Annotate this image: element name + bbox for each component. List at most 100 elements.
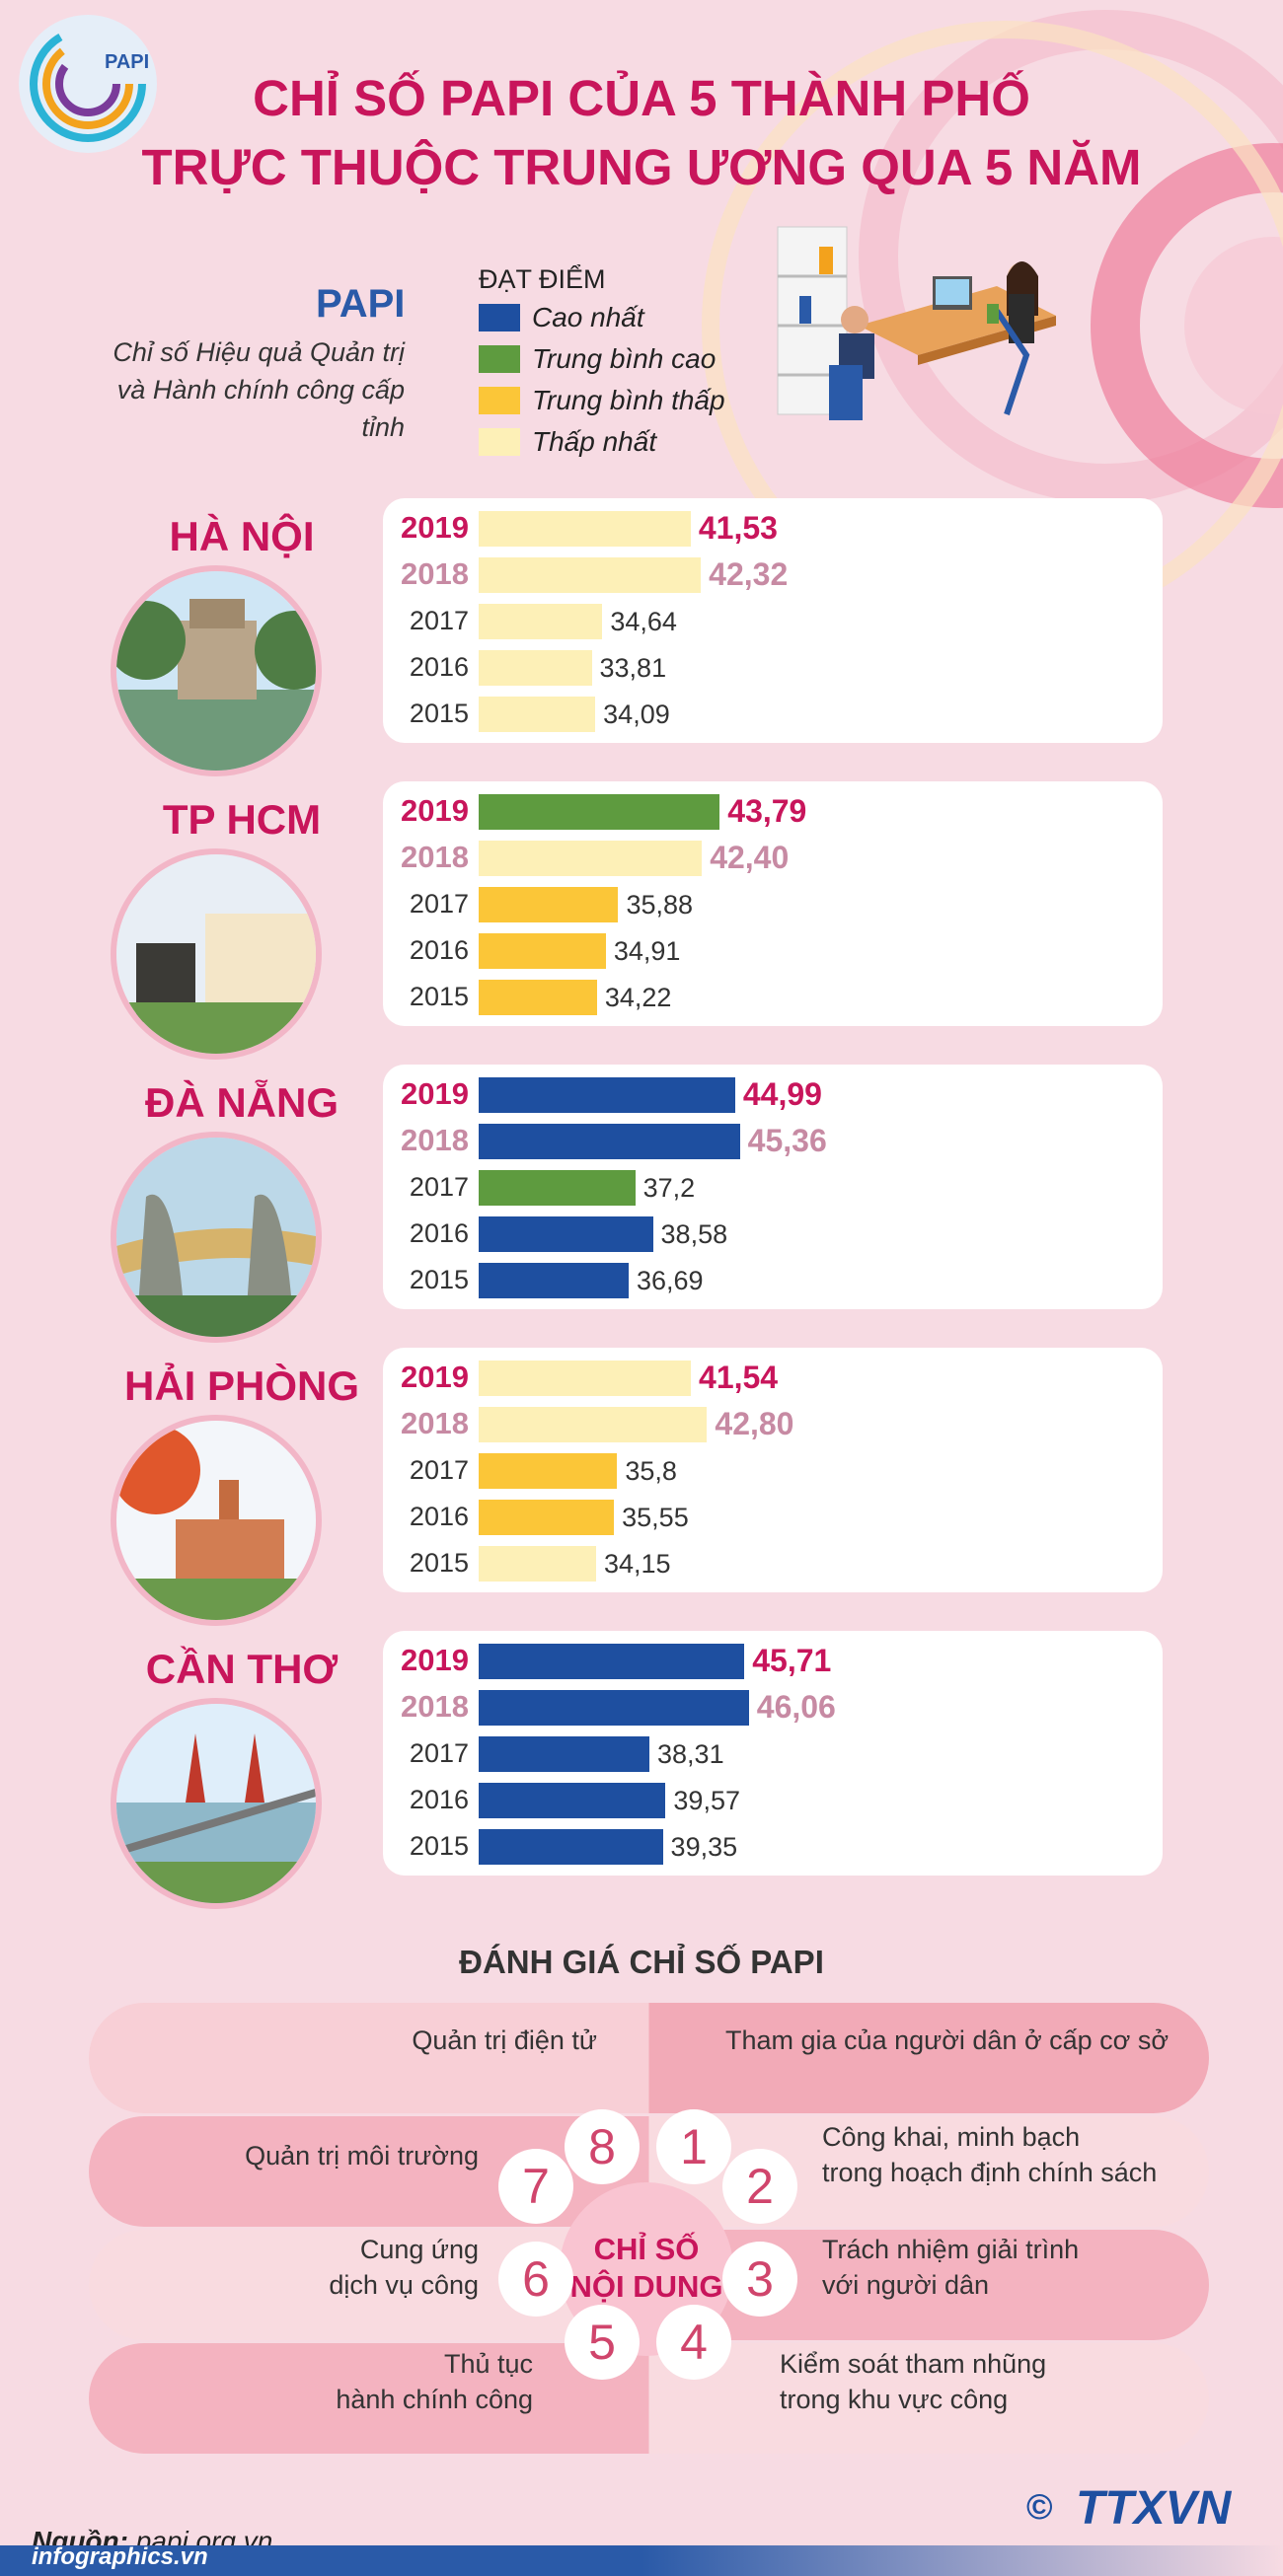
value-label-haiphong-2018: 42,80 (715, 1406, 794, 1441)
year-label-cantho-2018: 2018 (401, 1689, 469, 1724)
legend-label: Trung bình thấp (532, 385, 725, 415)
legend-item-highest: Cao nhất (479, 300, 644, 335)
value-label-cantho-2018: 46,06 (756, 1689, 836, 1725)
year-label-haiphong-2016: 2016 (409, 1502, 469, 1531)
value-label-danang-2018: 45,36 (747, 1123, 827, 1158)
legend-item-mid-high: Trung bình cao (479, 341, 716, 377)
year-label-hcm-2016: 2016 (409, 935, 469, 965)
bar-cantho-2017 (479, 1736, 650, 1772)
value-label-hcm-2015: 34,22 (604, 983, 672, 1012)
bar-haiphong-2019 (479, 1361, 692, 1396)
bar-haiphong-2018 (479, 1407, 708, 1442)
value-label-hcm-2019: 43,79 (727, 793, 807, 829)
bar-hanoi-2017 (479, 604, 603, 639)
city-photo-hcm (111, 848, 322, 1060)
page-title-line-1: CHỈ SỐ PAPI CỦA 5 THÀNH PHỐ (253, 70, 1030, 126)
year-label-cantho-2015: 2015 (409, 1831, 469, 1861)
indicator-2-text: Công khai, minh bạch trong hoạch định ch… (822, 2119, 1197, 2190)
value-label-haiphong-2019: 41,54 (699, 1360, 779, 1395)
bar-danang-2018 (479, 1124, 740, 1159)
bar-cantho-2018 (479, 1690, 749, 1726)
value-label-hanoi-2017: 34,64 (610, 607, 677, 636)
year-label-danang-2018: 2018 (401, 1123, 469, 1157)
legend-label: Trung bình cao (532, 343, 717, 374)
papi-logo: PAPI (14, 10, 162, 158)
indicator-6-text: Cung ứng dịch vụ công (148, 2232, 479, 2303)
value-label-hanoi-2016: 33,81 (599, 653, 667, 683)
indicator-number-2: 2 (722, 2149, 797, 2224)
indicator-7-text: Quản trị môi trường (148, 2138, 479, 2173)
indicator-6-line-2: dịch vụ công (329, 2270, 479, 2300)
indicator-5-text: Thủ tục hành chính công (148, 2346, 533, 2417)
value-label-cantho-2015: 39,35 (670, 1832, 738, 1862)
value-label-hanoi-2019: 41,53 (698, 510, 778, 546)
bar-cantho-2016 (479, 1783, 666, 1818)
legend-swatch (479, 387, 520, 414)
evaluation-center-line-1: CHỈ SỐ (593, 2232, 700, 2266)
legend-label: Cao nhất (532, 302, 644, 332)
year-label-danang-2015: 2015 (409, 1265, 469, 1294)
value-label-hanoi-2018: 42,32 (709, 556, 789, 592)
office-illustration (777, 226, 1056, 420)
year-label-cantho-2019: 2019 (401, 1643, 469, 1677)
value-label-hcm-2016: 34,91 (613, 936, 681, 966)
year-label-hanoi-2018: 2018 (401, 556, 469, 591)
indicator-4-line-1: Kiểm soát tham nhũng (780, 2349, 1047, 2379)
value-label-cantho-2019: 45,71 (752, 1643, 832, 1678)
papi-subtitle-line-2: và Hành chính công cấp tỉnh (116, 375, 405, 442)
indicator-number-6: 6 (498, 2242, 573, 2317)
evaluation-row-4-bg (89, 2343, 1209, 2454)
value-label-hcm-2017: 35,88 (626, 890, 694, 920)
indicator-4-text: Kiểm soát tham nhũng trong khu vực công (780, 2346, 1194, 2417)
indicator-number-5: 5 (565, 2305, 640, 2380)
value-label-danang-2015: 36,69 (636, 1266, 704, 1295)
golden-bridge-image (116, 1138, 316, 1337)
city-photo-hanoi (111, 565, 322, 776)
year-label-danang-2019: 2019 (401, 1076, 469, 1111)
value-label-danang-2017: 37,2 (642, 1173, 696, 1203)
year-label-cantho-2016: 2016 (409, 1785, 469, 1814)
papi-heading: PAPI (316, 282, 406, 326)
bar-haiphong-2017 (479, 1453, 618, 1489)
legend-swatch (479, 428, 520, 456)
logo-text: PAPI (105, 51, 150, 73)
indicator-8-text: Quản trị điện tử (247, 2023, 597, 2058)
indicator-4-line-2: trong khu vực công (780, 2385, 1009, 2414)
bar-danang-2019 (479, 1077, 735, 1113)
year-label-haiphong-2019: 2019 (401, 1360, 469, 1394)
bar-danang-2016 (479, 1216, 653, 1252)
papi-subtitle-line-1: Chỉ số Hiệu quả Quản trị (113, 337, 405, 367)
indicator-3-line-1: Trách nhiệm giải trình (822, 2235, 1080, 2264)
bar-hcm-2019 (479, 794, 720, 830)
year-label-hanoi-2017: 2017 (409, 606, 469, 635)
legend-label: Thấp nhất (532, 426, 657, 457)
year-label-haiphong-2018: 2018 (401, 1406, 469, 1440)
indicator-number-4: 4 (656, 2305, 731, 2380)
indicator-2-line-2: trong hoạch định chính sách (822, 2158, 1158, 2187)
bar-danang-2017 (479, 1170, 636, 1206)
year-label-cantho-2017: 2017 (409, 1738, 469, 1768)
indicator-3-line-2: với người dân (822, 2270, 990, 2300)
indicator-7-line-1: Quản trị môi trường (245, 2141, 479, 2171)
indicator-number-1: 1 (656, 2109, 731, 2184)
indicator-1-line-1: Tham gia của người dân ở cấp cơ sở (725, 2025, 1170, 2055)
legend-swatch (479, 345, 520, 373)
indicator-6-line-1: Cung ứng (359, 2235, 479, 2264)
value-label-haiphong-2017: 35,8 (625, 1456, 677, 1486)
year-label-hcm-2015: 2015 (409, 982, 469, 1011)
value-label-danang-2019: 44,99 (742, 1076, 822, 1112)
year-label-hcm-2017: 2017 (409, 889, 469, 919)
year-label-hanoi-2015: 2015 (409, 699, 469, 728)
copyright-icon: © (1026, 2486, 1053, 2527)
hcm-hall-image (116, 854, 316, 1054)
footer-bar (0, 2545, 1283, 2576)
indicator-2-line-1: Công khai, minh bạch (822, 2122, 1081, 2152)
bar-haiphong-2015 (479, 1546, 596, 1582)
value-label-haiphong-2015: 34,15 (603, 1549, 671, 1579)
value-label-cantho-2016: 39,57 (673, 1786, 740, 1815)
legend-heading: ĐẠT ĐIỂM (479, 264, 606, 294)
city-name-cantho: CẦN THƠ (145, 1646, 339, 1692)
legend-item-mid-low: Trung bình thấp (479, 383, 725, 418)
year-label-haiphong-2017: 2017 (409, 1455, 469, 1485)
city-photo-danang (111, 1132, 322, 1343)
